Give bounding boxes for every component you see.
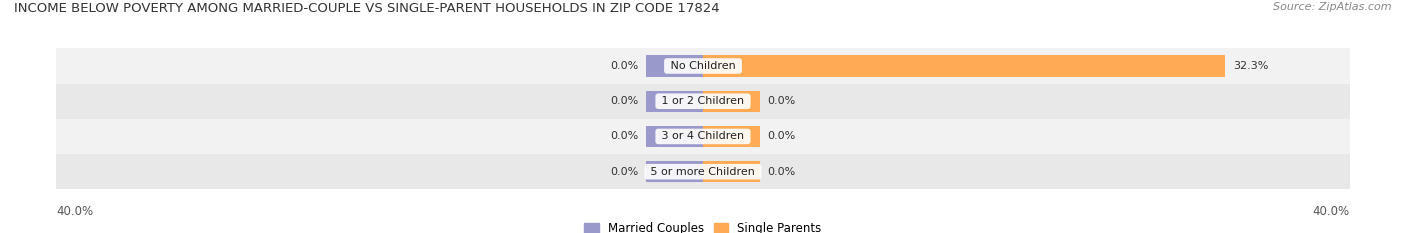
Text: 32.3%: 32.3% (1233, 61, 1268, 71)
Text: 5 or more Children: 5 or more Children (647, 167, 759, 177)
Text: 0.0%: 0.0% (610, 96, 638, 106)
Text: 1 or 2 Children: 1 or 2 Children (658, 96, 748, 106)
Bar (647, 126, 703, 147)
Bar (703, 161, 759, 182)
Bar (703, 91, 759, 112)
Bar (647, 91, 703, 112)
Text: 0.0%: 0.0% (610, 167, 638, 177)
Bar (56, 154, 1350, 189)
Bar (56, 48, 1350, 84)
Text: 40.0%: 40.0% (56, 205, 93, 218)
Bar (647, 161, 703, 182)
Bar (647, 55, 703, 77)
Text: 0.0%: 0.0% (610, 131, 638, 141)
Text: 0.0%: 0.0% (768, 131, 796, 141)
Text: 3 or 4 Children: 3 or 4 Children (658, 131, 748, 141)
Text: Source: ZipAtlas.com: Source: ZipAtlas.com (1274, 2, 1392, 12)
Text: 0.0%: 0.0% (610, 61, 638, 71)
Text: INCOME BELOW POVERTY AMONG MARRIED-COUPLE VS SINGLE-PARENT HOUSEHOLDS IN ZIP COD: INCOME BELOW POVERTY AMONG MARRIED-COUPL… (14, 2, 720, 15)
Bar (703, 126, 759, 147)
Legend: Married Couples, Single Parents: Married Couples, Single Parents (579, 218, 827, 233)
Text: No Children: No Children (666, 61, 740, 71)
Bar (56, 84, 1350, 119)
Text: 40.0%: 40.0% (1313, 205, 1350, 218)
Text: 0.0%: 0.0% (768, 96, 796, 106)
Bar (703, 55, 1225, 77)
Text: 0.0%: 0.0% (768, 167, 796, 177)
Bar (56, 119, 1350, 154)
